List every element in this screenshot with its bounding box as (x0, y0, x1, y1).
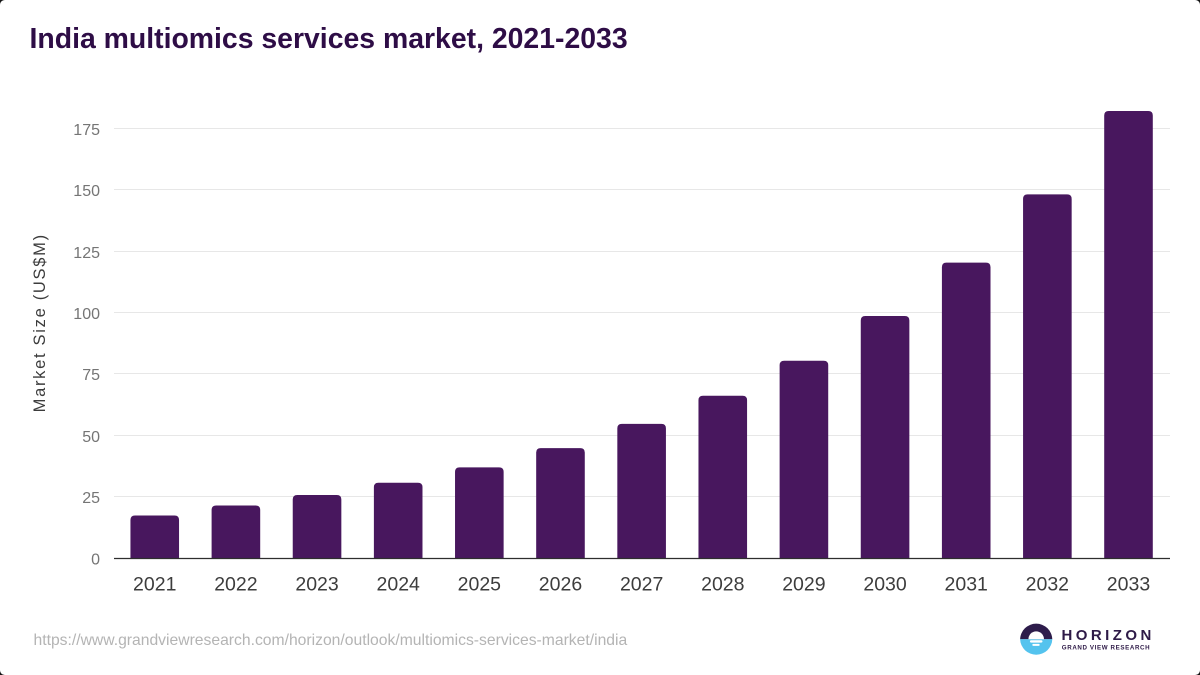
svg-text:100: 100 (73, 306, 100, 323)
svg-text:2026: 2026 (539, 574, 582, 596)
svg-text:Market Size (US$M): Market Size (US$M) (31, 233, 49, 412)
svg-text:HORIZON: HORIZON (1062, 627, 1155, 644)
svg-text:2021: 2021 (133, 574, 176, 596)
svg-text:2027: 2027 (620, 574, 663, 596)
svg-text:2033: 2033 (1107, 574, 1150, 596)
svg-text:2031: 2031 (945, 574, 988, 596)
svg-text:2030: 2030 (863, 574, 907, 596)
svg-text:50: 50 (82, 429, 100, 446)
svg-text:2032: 2032 (1026, 574, 1069, 596)
svg-text:175: 175 (73, 122, 100, 139)
svg-text:0: 0 (91, 552, 100, 569)
svg-text:25: 25 (82, 490, 100, 507)
svg-text:India multiomics services mark: India multiomics services market, 2021-2… (30, 23, 628, 55)
svg-text:2022: 2022 (214, 574, 257, 596)
svg-text:2028: 2028 (701, 574, 744, 596)
svg-text:GRAND VIEW RESEARCH: GRAND VIEW RESEARCH (1062, 645, 1150, 652)
svg-text:2024: 2024 (377, 574, 421, 596)
svg-text:150: 150 (73, 183, 100, 200)
svg-text:125: 125 (73, 245, 100, 262)
svg-text:2029: 2029 (782, 574, 825, 596)
svg-text:75: 75 (82, 367, 100, 384)
svg-text:https://www.grandviewresearch.: https://www.grandviewresearch.com/horizo… (34, 632, 628, 649)
svg-text:2023: 2023 (295, 574, 338, 596)
svg-text:2025: 2025 (458, 574, 502, 596)
